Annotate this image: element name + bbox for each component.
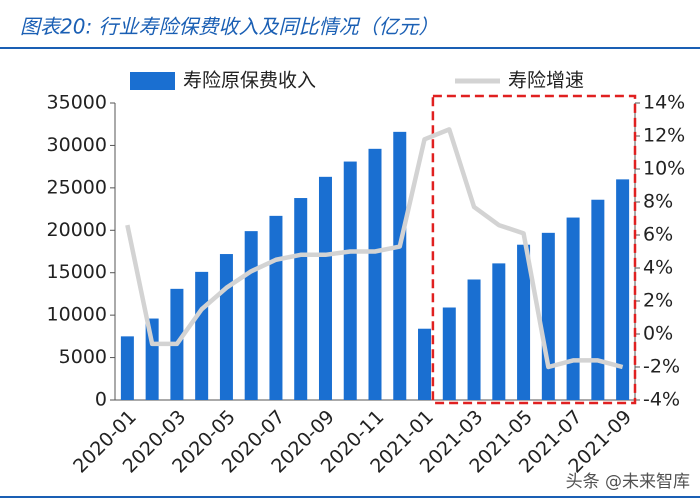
y2-tick-label: 6%: [643, 224, 673, 246]
legend-label: 寿险原保费收入: [183, 70, 316, 92]
watermark: 头条 @未来智库: [566, 472, 690, 492]
bar: [591, 199, 605, 400]
bar: [616, 179, 630, 400]
y-tick-label: 15000: [47, 261, 107, 283]
bar: [517, 244, 531, 400]
y2-tick-label: 12%: [643, 125, 685, 147]
y-tick-label: 30000: [47, 134, 107, 156]
bar: [195, 271, 209, 400]
y-tick-label: 20000: [47, 219, 107, 241]
bar: [294, 198, 308, 400]
y2-tick-label: 8%: [643, 191, 673, 213]
bar: [418, 328, 432, 400]
bar: [566, 217, 580, 400]
bar: [244, 231, 258, 400]
highlight-box: [431, 94, 637, 405]
y2-tick-label: 0%: [643, 323, 673, 345]
y-tick-label: 10000: [47, 304, 107, 326]
chart-title: 图表20: 行业寿险保费收入及同比情况（亿元）: [20, 15, 439, 39]
y2-tick-label: 2%: [643, 290, 673, 312]
bar: [219, 254, 233, 400]
bar: [269, 215, 283, 400]
y-tick-label: 25000: [47, 176, 107, 198]
bar: [541, 232, 555, 400]
bar: [343, 161, 357, 400]
bar: [393, 131, 407, 400]
y-tick-label: 0: [95, 389, 107, 411]
bar: [318, 176, 332, 400]
y2-tick-label: 4%: [643, 257, 673, 279]
bar: [442, 307, 456, 400]
bar: [120, 336, 134, 400]
y-tick-label: 35000: [47, 92, 107, 114]
line: [125, 127, 624, 370]
y2-tick-label: -2%: [643, 356, 680, 378]
legend-swatch: [130, 72, 175, 90]
bar: [492, 263, 506, 400]
bar: [368, 148, 382, 400]
bar: [467, 279, 481, 400]
y-tick-label: 5000: [59, 346, 107, 368]
legend-label: 寿险增速: [508, 70, 584, 92]
y2-tick-label: 10%: [643, 158, 685, 180]
y2-tick-label: -4%: [643, 389, 680, 411]
y2-tick-label: 14%: [643, 92, 685, 114]
